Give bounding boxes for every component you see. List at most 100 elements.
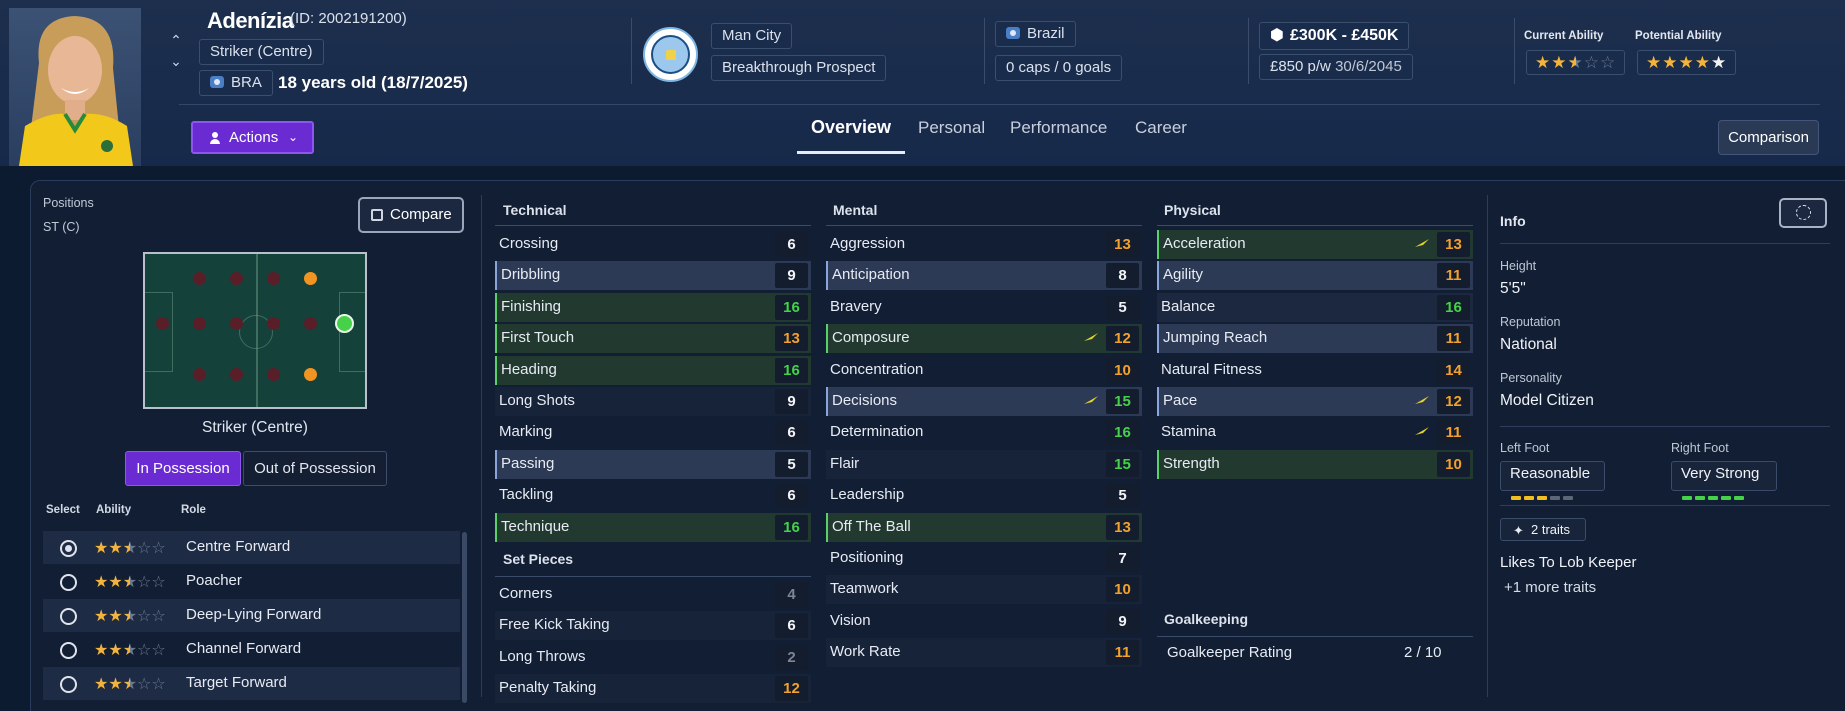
attribute-row[interactable]: Teamwork 10 [826, 575, 1142, 605]
role-list-scrollbar[interactable] [462, 532, 467, 703]
attribute-row[interactable]: Determination 16 [826, 418, 1142, 447]
attribute-row[interactable]: Jumping Reach 11 [1157, 324, 1473, 354]
attribute-row[interactable]: Concentration 10 [826, 356, 1142, 385]
reputation-value: National [1500, 336, 1557, 353]
attribute-row[interactable]: Natural Fitness 14 [1157, 356, 1473, 385]
attribute-value: 8 [1106, 263, 1139, 289]
in-possession-button[interactable]: In Possession [125, 451, 241, 486]
attribute-value: 16 [775, 357, 808, 383]
attribute-value: 4 [775, 582, 808, 607]
attribute-name: Marking [499, 423, 553, 441]
attribute-name: Long Throws [499, 647, 586, 665]
attribute-name: Strength [1163, 454, 1220, 472]
club-status-chip: Breakthrough Prospect [711, 55, 887, 81]
attribute-row[interactable]: Decisions 15 [826, 387, 1142, 416]
col-ability: Ability [96, 504, 132, 516]
more-traits-link[interactable]: +1 more traits [1504, 579, 1597, 596]
attribute-row[interactable]: Strength 10 [1157, 449, 1473, 479]
attribute-name: Vision [830, 611, 871, 629]
person-outline-icon [1796, 205, 1811, 220]
attribute-row[interactable]: Passing 5 [495, 449, 811, 479]
attribute-row[interactable]: Bravery 5 [826, 293, 1142, 322]
attribute-value: 6 [775, 232, 808, 257]
role-row[interactable]: ★★★☆☆ Centre Forward [43, 531, 460, 564]
attribute-row[interactable]: Finishing 16 [495, 292, 811, 322]
nation-flag-icon [1006, 27, 1020, 40]
attribute-row[interactable]: Stamina 11 [1157, 418, 1473, 447]
attribute-name: Aggression [830, 235, 906, 252]
attribute-row[interactable]: Free Kick Taking 6 [495, 611, 811, 641]
attribute-row[interactable]: Penalty Taking 12 [495, 674, 811, 704]
attribute-value: 11 [1437, 420, 1470, 446]
attribute-row[interactable]: Work Rate 11 [826, 638, 1142, 668]
attribute-row[interactable]: Marking 6 [495, 418, 811, 447]
attribute-row[interactable]: Pace 12 [1157, 387, 1473, 416]
traits-chip[interactable]: ✦ 2 traits [1500, 518, 1586, 541]
transfer-value-chip[interactable]: ⬢ £300K - £450K [1259, 22, 1410, 50]
club-name-chip[interactable]: Man City [711, 23, 793, 49]
attribute-row[interactable]: Aggression 13 [826, 230, 1142, 259]
player-age: 18 years old (18/7/2025) [278, 73, 468, 92]
role-row[interactable]: ★★★☆☆ Deep-Lying Forward [43, 599, 460, 632]
attribute-name: Decisions [832, 392, 898, 409]
role-radio[interactable] [60, 574, 77, 591]
attribute-row[interactable]: Positioning 7 [826, 544, 1142, 573]
role-radio[interactable] [60, 608, 77, 625]
next-player-button[interactable]: ⌄ [170, 53, 182, 69]
club-badge-icon[interactable] [643, 27, 698, 82]
previous-player-button[interactable]: ⌃ [170, 32, 182, 48]
role-row[interactable]: ★★★☆☆ Channel Forward [43, 633, 460, 666]
set-pieces-title: Set Pieces [503, 551, 574, 567]
attribute-row[interactable]: Technique 16 [495, 512, 811, 542]
attribute-name: Teamwork [830, 580, 899, 598]
column-divider [1487, 195, 1488, 697]
attribute-row[interactable]: First Touch 13 [495, 324, 811, 354]
tab-overview[interactable]: Overview [811, 117, 892, 137]
role-radio[interactable] [60, 540, 77, 557]
attribute-row[interactable]: Off The Ball 13 [826, 512, 1142, 542]
attribute-row[interactable]: Agility 11 [1157, 261, 1473, 291]
left-foot-label: Left Foot [1500, 441, 1550, 455]
role-radio[interactable] [60, 676, 77, 693]
tab-personal[interactable]: Personal [918, 118, 986, 137]
attribute-row[interactable]: Composure 12 [826, 324, 1142, 354]
role-name: Centre Forward [186, 538, 291, 555]
active-tab-indicator [797, 151, 905, 154]
attribute-value: 11 [1437, 263, 1470, 289]
attribute-row[interactable]: Crossing 6 [495, 230, 811, 259]
actions-button[interactable]: Actions ⌄ [191, 121, 314, 154]
attribute-row[interactable]: Dribbling 9 [495, 261, 811, 291]
attribute-row[interactable]: Flair 15 [826, 449, 1142, 479]
role-row[interactable]: ★★★☆☆ Target Forward [43, 667, 460, 700]
attribute-row[interactable]: Acceleration 13 [1157, 230, 1473, 259]
role-name: Target Forward [186, 674, 287, 691]
attribute-row[interactable]: Vision 9 [826, 607, 1142, 636]
nation-chip[interactable]: Brazil [995, 21, 1076, 47]
compare-button[interactable]: Compare [358, 197, 464, 233]
tab-career[interactable]: Career [1135, 118, 1187, 137]
attribute-value: 6 [775, 420, 808, 446]
comparison-button[interactable]: Comparison [1718, 120, 1819, 155]
attribute-row[interactable]: Long Shots 9 [495, 387, 811, 416]
attribute-name: Tackling [499, 486, 554, 504]
attribute-value: 16 [775, 294, 808, 320]
info-settings-button[interactable] [1779, 198, 1827, 228]
attribute-row[interactable]: Long Throws 2 [495, 643, 811, 672]
compare-icon [371, 209, 383, 221]
role-radio[interactable] [60, 642, 77, 659]
attribute-name: Corners [499, 585, 553, 602]
position-pitch [143, 252, 367, 409]
out-of-possession-button[interactable]: Out of Possession [243, 451, 387, 486]
attribute-name: Long Shots [499, 392, 575, 409]
attribute-row[interactable]: Tackling 6 [495, 481, 811, 510]
attribute-row[interactable]: Balance 16 [1157, 292, 1473, 322]
position-dot [304, 368, 317, 381]
attribute-row[interactable]: Heading 16 [495, 355, 811, 385]
header-divider [1248, 18, 1249, 84]
attribute-row[interactable]: Leadership 5 [826, 481, 1142, 510]
attribute-row[interactable]: Anticipation 8 [826, 261, 1142, 291]
role-row[interactable]: ★★★☆☆ Poacher [43, 565, 460, 598]
position-caption: Striker (Centre) [202, 419, 308, 436]
attribute-row[interactable]: Corners 4 [495, 580, 811, 609]
tab-performance[interactable]: Performance [1010, 118, 1108, 137]
